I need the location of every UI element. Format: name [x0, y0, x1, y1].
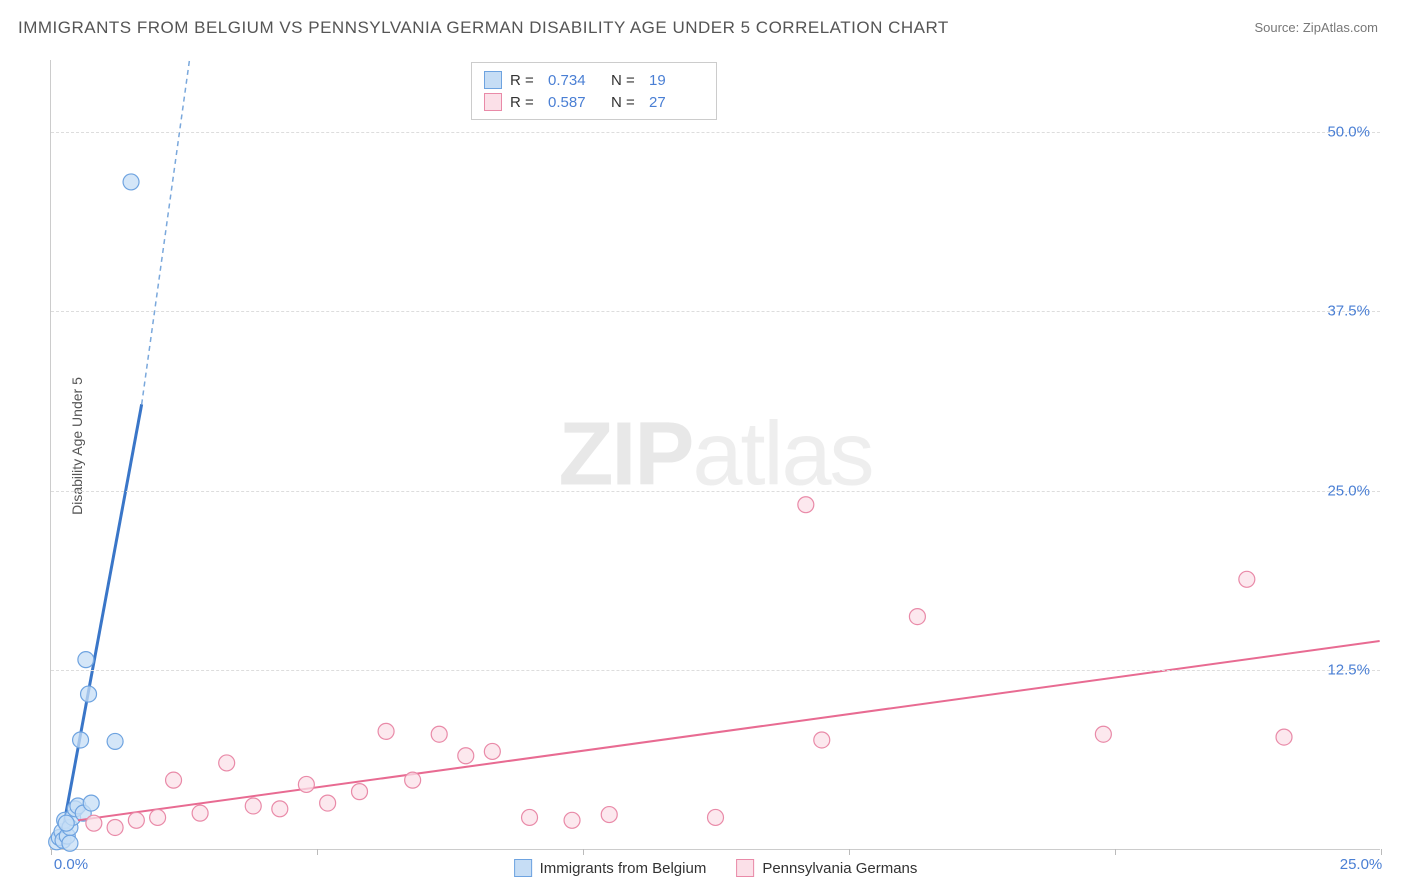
data-point: [352, 784, 368, 800]
chart-svg: [51, 60, 1380, 849]
series-legend: Immigrants from Belgium Pennsylvania Ger…: [514, 859, 918, 877]
legend-item-2: Pennsylvania Germans: [736, 859, 917, 877]
x-tick-label: 25.0%: [1340, 856, 1383, 873]
data-point: [58, 815, 74, 831]
data-point: [458, 748, 474, 764]
r-label: R =: [510, 94, 540, 111]
y-tick-label: 12.5%: [1327, 662, 1370, 679]
gridline: [51, 491, 1380, 492]
legend-label-1: Immigrants from Belgium: [540, 860, 707, 877]
data-point: [814, 732, 830, 748]
swatch-series-1: [514, 859, 532, 877]
n-value-2: 27: [649, 94, 704, 111]
data-point: [564, 812, 580, 828]
y-tick-label: 25.0%: [1327, 482, 1370, 499]
y-tick-label: 50.0%: [1327, 123, 1370, 140]
data-point: [272, 801, 288, 817]
x-tick: [583, 849, 584, 855]
data-point: [62, 835, 78, 851]
data-point: [1239, 571, 1255, 587]
gridline: [51, 311, 1380, 312]
data-point: [128, 812, 144, 828]
gridline: [51, 670, 1380, 671]
regression-line: [62, 404, 142, 834]
data-point: [798, 497, 814, 513]
data-point: [320, 795, 336, 811]
x-tick: [1115, 849, 1116, 855]
source-label: Source: ZipAtlas.com: [1254, 20, 1378, 35]
legend-label-2: Pennsylvania Germans: [762, 860, 917, 877]
gridline: [51, 132, 1380, 133]
data-point: [601, 807, 617, 823]
chart-title: IMMIGRANTS FROM BELGIUM VS PENNSYLVANIA …: [18, 18, 949, 38]
y-tick-label: 37.5%: [1327, 303, 1370, 320]
stats-legend: R = 0.734 N = 19 R = 0.587 N = 27: [471, 62, 717, 120]
data-point: [107, 733, 123, 749]
data-point: [166, 772, 182, 788]
x-tick: [51, 849, 52, 855]
data-point: [708, 809, 724, 825]
swatch-series-1: [484, 71, 502, 89]
data-point: [522, 809, 538, 825]
data-point: [909, 609, 925, 625]
data-point: [298, 776, 314, 792]
x-tick-label: 0.0%: [54, 856, 88, 873]
regression-line-dashed: [142, 60, 190, 404]
n-label: N =: [611, 72, 641, 89]
data-point: [123, 174, 139, 190]
data-point: [219, 755, 235, 771]
x-tick: [849, 849, 850, 855]
data-point: [86, 815, 102, 831]
data-point: [484, 743, 500, 759]
data-point: [405, 772, 421, 788]
data-point: [1095, 726, 1111, 742]
data-point: [1276, 729, 1292, 745]
chart-plot-area: ZIPatlas R = 0.734 N = 19 R = 0.587 N = …: [50, 60, 1380, 850]
data-point: [192, 805, 208, 821]
data-point: [73, 732, 89, 748]
data-point: [245, 798, 261, 814]
n-value-1: 19: [649, 72, 704, 89]
data-point: [378, 723, 394, 739]
x-tick: [1381, 849, 1382, 855]
r-value-2: 0.587: [548, 94, 603, 111]
r-label: R =: [510, 72, 540, 89]
data-point: [81, 686, 97, 702]
data-point: [431, 726, 447, 742]
data-point: [150, 809, 166, 825]
data-point: [107, 819, 123, 835]
regression-line: [78, 641, 1380, 820]
swatch-series-2: [484, 93, 502, 111]
swatch-series-2: [736, 859, 754, 877]
data-point: [78, 652, 94, 668]
legend-item-1: Immigrants from Belgium: [514, 859, 707, 877]
n-label: N =: [611, 94, 641, 111]
x-tick: [317, 849, 318, 855]
stats-row-2: R = 0.587 N = 27: [484, 91, 704, 113]
data-point: [83, 795, 99, 811]
r-value-1: 0.734: [548, 72, 603, 89]
stats-row-1: R = 0.734 N = 19: [484, 69, 704, 91]
